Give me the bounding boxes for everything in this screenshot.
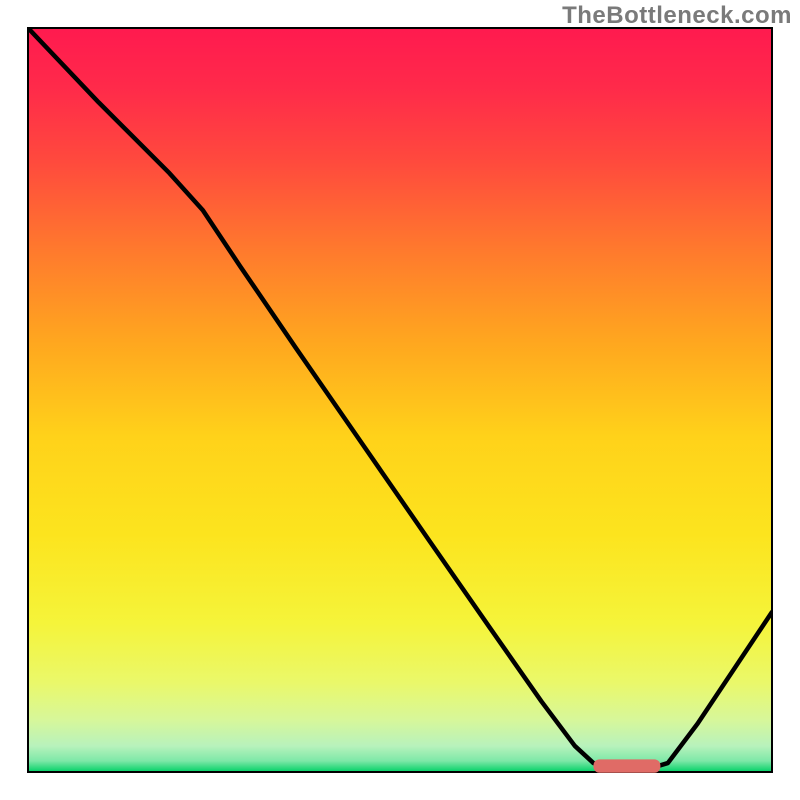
bottleneck-chart: [0, 0, 800, 800]
gradient-background: [28, 28, 772, 772]
optimal-range-marker: [593, 759, 660, 772]
chart-container: TheBottleneck.com: [0, 0, 800, 800]
watermark-text: TheBottleneck.com: [562, 2, 792, 30]
